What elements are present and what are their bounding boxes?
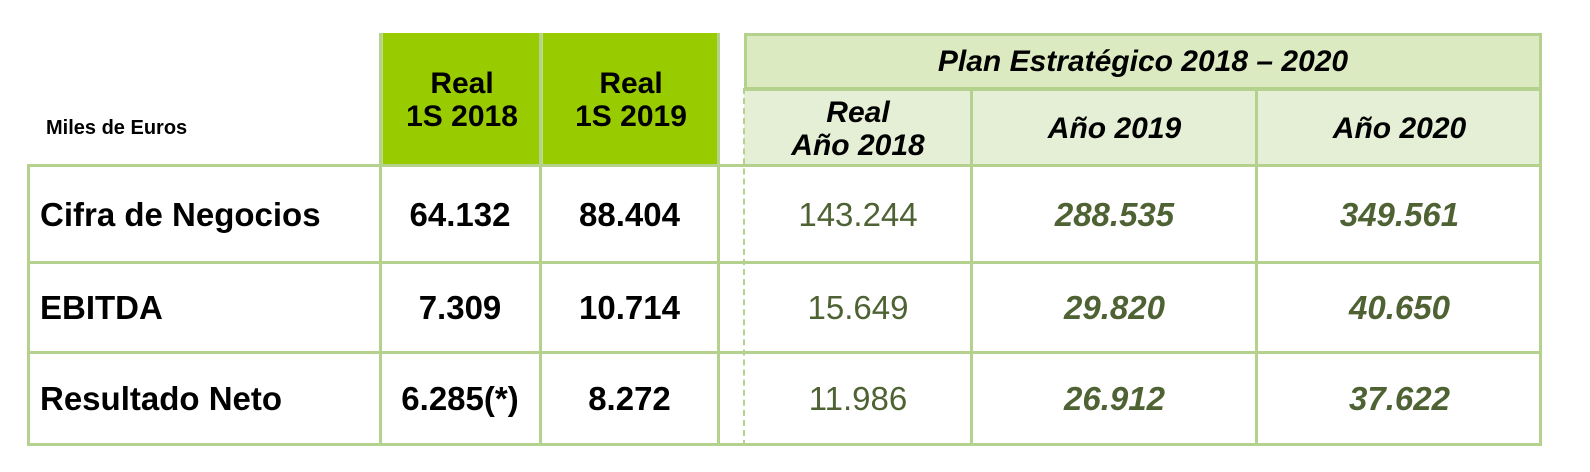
- grid-line: [27, 164, 30, 446]
- grid-line: [539, 33, 542, 446]
- header-plan-2019-text: Año 2019: [1047, 112, 1182, 145]
- grid-line: [1539, 33, 1542, 446]
- grid-line: [379, 33, 382, 446]
- header-plan-2020-text: Año 2020: [1332, 112, 1467, 145]
- grid-line: [717, 33, 720, 446]
- grid-line: [28, 351, 1542, 354]
- grid-line: [28, 164, 1542, 167]
- header-plan-real-2018-line1: Real: [826, 95, 890, 129]
- grid-line: [28, 261, 1542, 264]
- cell-real-1s-2018: 6.285(*): [401, 380, 519, 417]
- header-real-1s-2018-line2: 1S 2018: [406, 99, 518, 133]
- grid-line: [1255, 88, 1258, 446]
- row-label: Cifra de Negocios: [40, 195, 321, 233]
- plan-title-text: Plan Estratégico 2018 – 2020: [937, 44, 1349, 78]
- cell-real-1s-2018: 64.132: [409, 195, 511, 233]
- cell-plan-2019: 29.820: [1064, 289, 1165, 326]
- row-label: EBITDA: [40, 289, 163, 326]
- grid-line: [28, 443, 1542, 446]
- header-real-1s-2019: Real 1S 2019: [540, 33, 719, 166]
- header-plan-2020: Año 2020: [1257, 88, 1542, 166]
- cell-real-1s-2018: 7.309: [418, 289, 502, 326]
- header-real-1s-2019-line1: Real: [599, 66, 663, 100]
- cell-plan-2020: 349.561: [1339, 195, 1460, 233]
- cell-real-1s-2019: 8.272: [588, 380, 671, 417]
- cell-plan-2019: 288.535: [1054, 195, 1175, 233]
- grid-line: [970, 88, 973, 446]
- cell-plan-2020: 40.650: [1349, 289, 1450, 326]
- header-plan-real-2018-line2: Año 2018: [791, 128, 925, 162]
- cell-real-2018: 15.649: [807, 289, 909, 326]
- cell-plan-2020: 37.622: [1349, 380, 1450, 417]
- cell-real-1s-2019: 88.404: [579, 195, 680, 233]
- cell-real-2018: 143.244: [798, 195, 918, 233]
- row-label: Resultado Neto: [40, 380, 283, 417]
- header-real-1s-2018: Real 1S 2018: [380, 33, 541, 166]
- cell-real-2018: 11.986: [808, 380, 908, 417]
- grid-line-dashed: [743, 88, 745, 446]
- units-label: Miles de Euros: [46, 116, 188, 139]
- plan-title: Plan Estratégico 2018 – 2020: [744, 33, 1542, 90]
- header-plan-real-2018: Real Año 2018: [744, 88, 972, 166]
- header-real-1s-2018-line1: Real: [430, 66, 494, 100]
- cell-real-1s-2019: 10.714: [579, 289, 680, 326]
- cell-plan-2019: 26.912: [1064, 380, 1165, 417]
- header-plan-2019: Año 2019: [972, 88, 1257, 166]
- header-real-1s-2019-line2: 1S 2019: [575, 99, 687, 133]
